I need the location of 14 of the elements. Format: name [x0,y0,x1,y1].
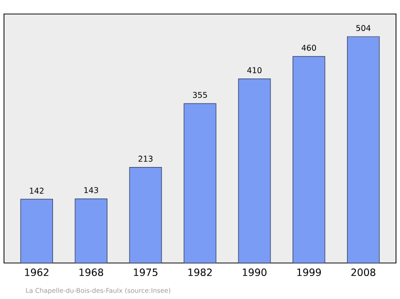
x-tick-label: 1975 [134,268,158,276]
x-tick-label: 1982 [188,268,212,276]
bar [238,78,270,263]
bar [347,36,380,263]
x-tick-label: 1962 [25,268,48,276]
bar [75,198,108,263]
x-tick-label: 1990 [242,268,266,276]
x-tick-label: 2008 [351,268,376,276]
x-tick-label: 1999 [297,268,321,276]
bar [292,56,325,263]
bar [20,199,53,263]
bar [130,167,162,263]
bar [184,104,216,263]
x-tick-label: 1968 [80,268,104,276]
